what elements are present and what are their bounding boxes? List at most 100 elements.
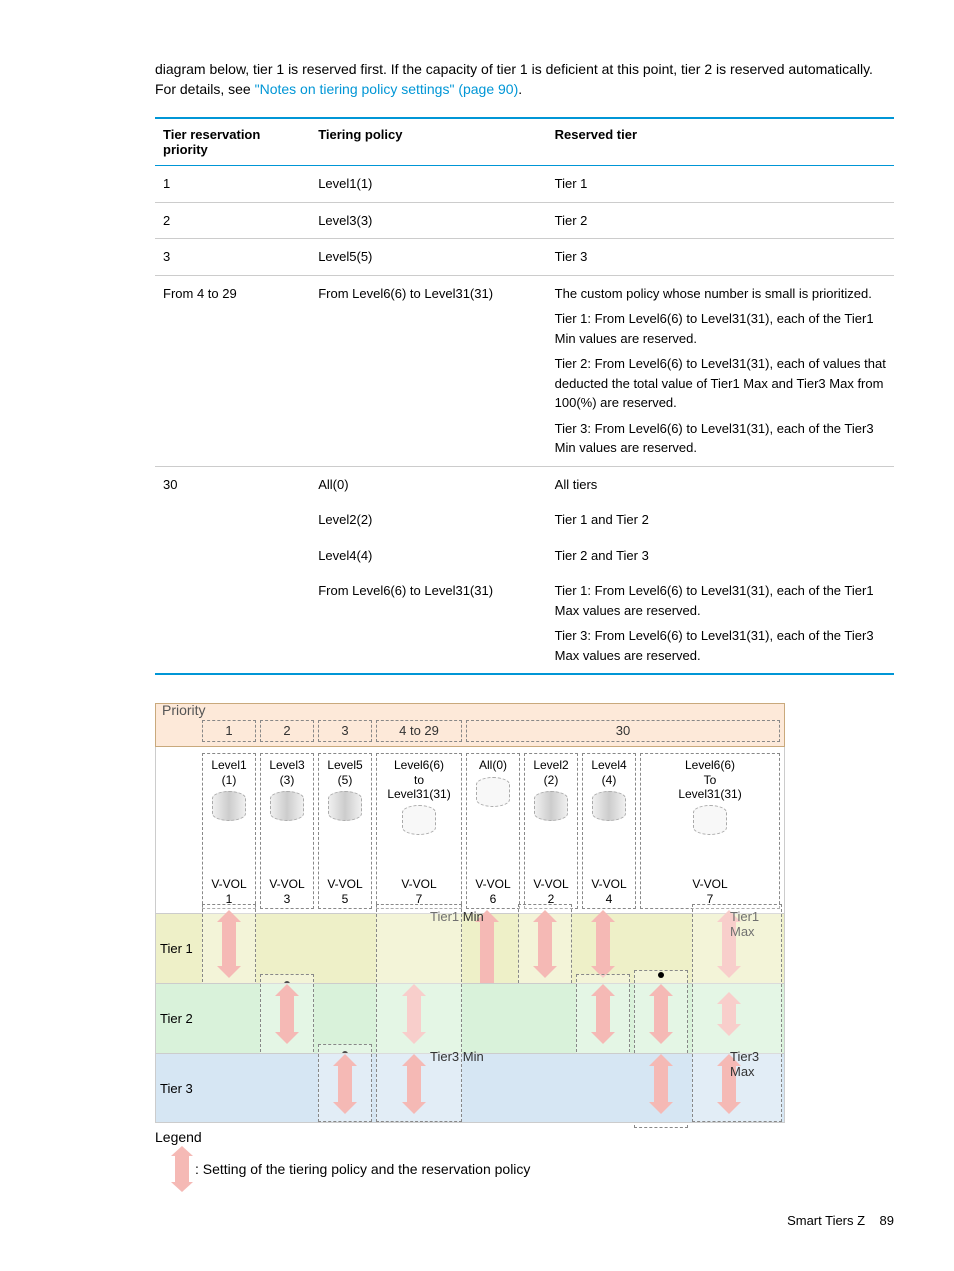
level-box: Level1(1) V-VOL1 — [202, 753, 256, 909]
level-name: All(0) — [479, 758, 507, 772]
cell-reserved: The custom policy whose number is small … — [547, 275, 894, 466]
vvol-label: V-VOL2 — [533, 877, 568, 906]
reserved-detail: Tier 1: From Level6(6) to Level31(31), e… — [555, 581, 886, 620]
legend: Legend : Setting of the tiering policy a… — [155, 1129, 894, 1183]
cell-policy: From Level6(6) to Level31(31) — [310, 573, 546, 674]
cylinder-icon — [534, 791, 568, 821]
priority-cell: 3 — [318, 720, 372, 742]
tier-reservation-table: Tier reservation priority Tiering policy… — [155, 117, 894, 675]
level-name: Level5(5) — [327, 758, 362, 787]
cell-reserved: Tier 1 — [547, 166, 894, 203]
level-name: Level6(6)toLevel31(31) — [387, 758, 450, 801]
table-row: From 4 to 29 From Level6(6) to Level31(3… — [155, 275, 894, 466]
reservation-arrow-icon — [654, 1064, 668, 1104]
table-row: 2 Level3(3) Tier 2 — [155, 202, 894, 239]
tiering-diagram: Priority 1 2 3 4 to 29 30 Level1(1) V-VO… — [155, 703, 785, 1123]
cell-priority: 30 — [155, 466, 310, 674]
reserved-detail: Tier 2: From Level6(6) to Level31(31), e… — [555, 354, 886, 413]
level-name: Level4(4) — [591, 758, 626, 787]
cell-policy: Level3(3) — [310, 202, 546, 239]
vvol-label: V-VOL1 — [211, 877, 246, 906]
vvol-label: V-VOL7 — [692, 877, 727, 906]
intro-text-after: . — [518, 81, 522, 97]
priority-cell: 30 — [466, 720, 780, 742]
reservation-arrow-icon — [222, 920, 236, 968]
level-name: Level6(6)ToLevel31(31) — [678, 758, 741, 801]
level-name: Level3(3) — [269, 758, 304, 787]
priority-cell: 4 to 29 — [376, 720, 462, 742]
level-name: Level1(1) — [211, 758, 246, 787]
level-name: Level2(2) — [533, 758, 568, 787]
level-box: Level4(4) V-VOL4 — [582, 753, 636, 909]
intro-link[interactable]: "Notes on tiering policy settings" (page… — [255, 81, 519, 97]
cell-reserved: Tier 1 and Tier 2 — [547, 502, 894, 538]
tier3-min-label: Tier3 Min — [430, 1049, 484, 1064]
legend-text: : Setting of the tiering policy and the … — [195, 1161, 530, 1177]
reserved-detail: The custom policy whose number is small … — [555, 284, 886, 304]
table-row: 1 Level1(1) Tier 1 — [155, 166, 894, 203]
priority-cell: 1 — [202, 720, 256, 742]
table-header-policy: Tiering policy — [310, 118, 546, 166]
priority-cell: 2 — [260, 720, 314, 742]
cell-policy: Level5(5) — [310, 239, 546, 276]
cell-policy: All(0) — [310, 466, 546, 502]
reservation-arrow-icon — [538, 920, 552, 968]
cell-priority: 3 — [155, 239, 310, 276]
level-box: Level2(2) V-VOL2 — [524, 753, 578, 909]
cell-reserved: Tier 2 and Tier 3 — [547, 538, 894, 574]
cell-policy: Level4(4) — [310, 538, 546, 574]
reservation-arrow-icon — [596, 994, 610, 1034]
reservation-arrow-icon — [407, 1064, 421, 1104]
cell-reserved: Tier 1: From Level6(6) to Level31(31), e… — [547, 573, 894, 674]
tier3-max-label: Tier3 Max — [730, 1049, 784, 1079]
cylinder-icon — [693, 805, 727, 835]
footer-page-number: 89 — [880, 1213, 894, 1228]
cell-policy: Level1(1) — [310, 166, 546, 203]
vvol-label: V-VOL4 — [591, 877, 626, 906]
cell-priority: 1 — [155, 166, 310, 203]
table-row: 30 All(0) All tiers — [155, 466, 894, 502]
priority-label: Priority — [162, 702, 206, 718]
tier-label: Tier 1 — [156, 941, 202, 956]
priority-header: Priority 1 2 3 4 to 29 30 — [155, 703, 785, 747]
cell-reserved: Tier 2 — [547, 202, 894, 239]
table-header-priority: Tier reservation priority — [155, 118, 310, 166]
vvol-label: V-VOL5 — [327, 877, 362, 906]
tier1-band: Tier 1 Tier1 Min Tier1 Max — [155, 913, 785, 983]
level-row: Level1(1) V-VOL1 Level3(3) V-VOL3 Level5… — [155, 747, 785, 913]
reservation-arrow-icon — [654, 994, 668, 1034]
vvol-label: V-VOL3 — [269, 877, 304, 906]
cell-priority: From 4 to 29 — [155, 275, 310, 466]
cylinder-icon — [592, 791, 626, 821]
footer-section: Smart Tiers Z — [787, 1213, 865, 1228]
reserved-detail: Tier 1: From Level6(6) to Level31(31), e… — [555, 309, 886, 348]
cylinder-icon — [402, 805, 436, 835]
tier-label: Tier 3 — [156, 1081, 202, 1096]
reserved-detail: Tier 3: From Level6(6) to Level31(31), e… — [555, 626, 886, 665]
reservation-arrow-icon — [280, 994, 294, 1034]
tier2-band: Tier 2 — [155, 983, 785, 1053]
reserved-detail: Tier 3: From Level6(6) to Level31(31), e… — [555, 419, 886, 458]
tier-label: Tier 2 — [156, 1011, 202, 1026]
tier3-band: Tier 3 Tier3 Min Tier3 Max — [155, 1053, 785, 1123]
table-row: 3 Level5(5) Tier 3 — [155, 239, 894, 276]
cell-reserved: Tier 3 — [547, 239, 894, 276]
intro-paragraph: diagram below, tier 1 is reserved first.… — [155, 60, 894, 99]
vvol-label: V-VOL6 — [475, 877, 510, 906]
cylinder-icon — [476, 777, 510, 807]
policy-extent — [692, 904, 782, 1122]
level-box: Level5(5) V-VOL5 — [318, 753, 372, 909]
cell-policy: Level2(2) — [310, 502, 546, 538]
legend-title: Legend — [155, 1129, 894, 1145]
cylinder-icon — [212, 791, 246, 821]
cell-policy: From Level6(6) to Level31(31) — [310, 275, 546, 466]
level-box: Level6(6)toLevel31(31) V-VOL7 — [376, 753, 462, 909]
level-box: All(0) V-VOL6 — [466, 753, 520, 909]
cylinder-icon — [328, 791, 362, 821]
cell-reserved: All tiers — [547, 466, 894, 502]
table-header-reserved: Reserved tier — [547, 118, 894, 166]
legend-arrow-icon — [175, 1155, 189, 1183]
page-footer: Smart Tiers Z 89 — [155, 1213, 894, 1228]
cylinder-icon — [270, 791, 304, 821]
level-box: Level3(3) V-VOL3 — [260, 753, 314, 909]
